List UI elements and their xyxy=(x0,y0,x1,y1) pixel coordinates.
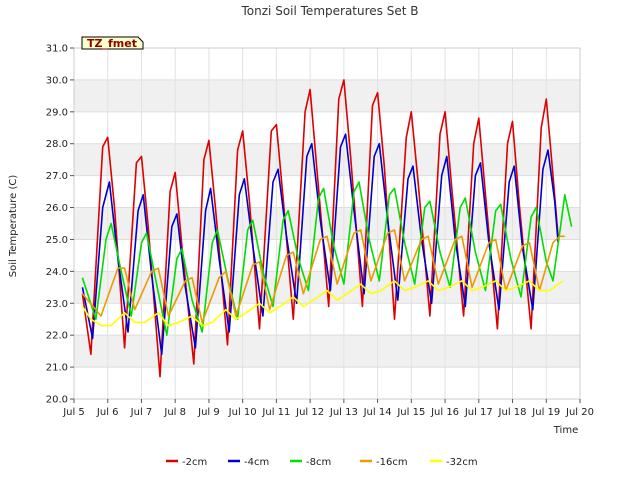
y-tick-label: 20.0 xyxy=(46,395,68,406)
y-tick-label: 23.0 xyxy=(46,299,68,310)
x-tick-label: Jul 14 xyxy=(363,407,392,418)
x-tick-label: Jul 5 xyxy=(62,407,85,418)
x-tick-label: Jul 8 xyxy=(163,407,186,418)
x-tick-label: Jul 9 xyxy=(197,407,220,418)
x-tick-label: Jul 11 xyxy=(261,407,290,418)
x-tick-label: Jul 10 xyxy=(228,407,257,418)
legend-label: -4cm xyxy=(244,457,269,468)
legend: -2cm -4cm -8cm -16cm -32cm xyxy=(166,457,478,468)
y-tick-label: 28.0 xyxy=(46,139,68,150)
y-axis-label: Soil Temperature (C) xyxy=(8,175,19,278)
y-axis-ticks: 20.0 21.0 22.0 23.0 24.0 25.0 26.0 27.0 28.0 29.0… xyxy=(46,44,74,406)
y-tick-label: 22.0 xyxy=(46,331,68,342)
series-line-minus-32cm xyxy=(81,280,564,327)
legend-label: -2cm xyxy=(182,457,207,468)
series-lines xyxy=(81,79,573,378)
x-tick-label: Jul 6 xyxy=(96,407,119,418)
y-tick-label: 27.0 xyxy=(46,171,68,182)
y-tick-label: 29.0 xyxy=(46,107,68,118)
y-tick-label: 31.0 xyxy=(46,44,68,55)
plot-band xyxy=(74,79,580,112)
x-axis-ticks: Jul 5 Jul 6 Jul 7 Jul 8 Jul 9 Jul 10 Jul 11 Jul… xyxy=(62,399,594,418)
plot-band xyxy=(74,335,580,368)
x-tick-label: Jul 12 xyxy=(295,407,324,418)
x-tick-label: Jul 20 xyxy=(565,407,594,418)
site-tag-label: TZ_fmet xyxy=(87,37,137,50)
x-tick-label: Jul 17 xyxy=(464,407,493,418)
x-tick-label: Jul 7 xyxy=(130,407,153,418)
x-tick-label: Jul 13 xyxy=(329,407,358,418)
series-line-minus-16cm xyxy=(81,229,565,324)
site-tag: TZ_fmet xyxy=(81,36,144,50)
x-axis-label: Time xyxy=(553,425,578,436)
y-tick-label: 21.0 xyxy=(46,363,68,374)
series-line-minus-8cm xyxy=(81,181,573,336)
y-tick-label: 30.0 xyxy=(46,75,68,86)
x-tick-label: Jul 19 xyxy=(531,407,560,418)
legend-label: -8cm xyxy=(306,457,331,468)
plot-band xyxy=(74,143,580,176)
chart-title: Tonzi Soil Temperatures Set B xyxy=(241,4,419,18)
y-tick-label: 24.0 xyxy=(46,267,68,278)
x-tick-label: Jul 16 xyxy=(430,407,459,418)
legend-label: -32cm xyxy=(446,457,478,468)
y-tick-label: 26.0 xyxy=(46,203,68,214)
legend-label: -16cm xyxy=(376,457,408,468)
x-tick-label: Jul 15 xyxy=(396,407,425,418)
y-tick-label: 25.0 xyxy=(46,235,68,246)
series-line-minus-4cm xyxy=(81,133,559,356)
x-tick-label: Jul 18 xyxy=(498,407,527,418)
plot-frame xyxy=(73,47,581,400)
